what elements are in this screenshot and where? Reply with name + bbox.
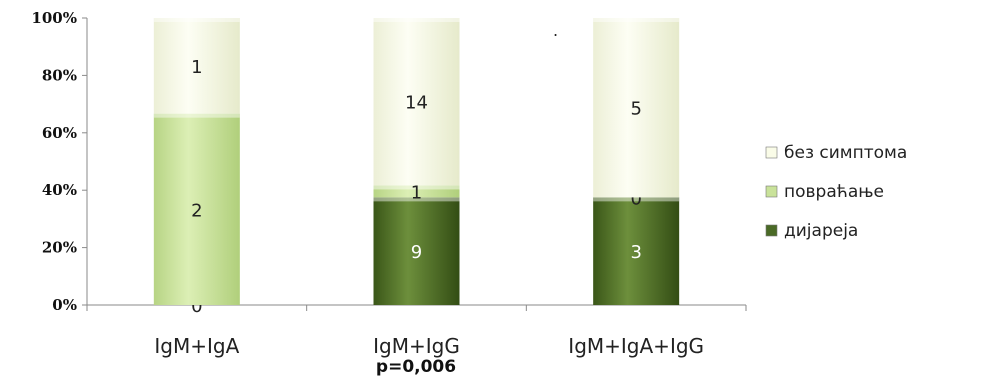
- y-tick-label: 80%: [42, 66, 77, 84]
- y-tick-label: 40%: [42, 181, 77, 199]
- data-label: 5: [630, 99, 641, 120]
- legend: без симптома повраћање дијареја: [765, 143, 907, 241]
- p-value-annotation: p=0,006: [376, 357, 456, 377]
- bar-segment-highlight: [373, 197, 460, 202]
- bar-segment-highlight: [593, 197, 680, 202]
- bar-segment: [593, 18, 680, 198]
- data-label: 1: [411, 182, 422, 203]
- data-label: 9: [411, 242, 422, 263]
- y-tick-label: 60%: [42, 124, 77, 142]
- bar-segment: [153, 18, 240, 114]
- y-tick-label: 20%: [42, 239, 77, 257]
- data-label: 0: [630, 188, 641, 209]
- bar-segment-highlight: [373, 18, 460, 22]
- category-label: IgM+IgA: [154, 334, 239, 358]
- legend-label: без симптома: [784, 143, 907, 163]
- data-label: 2: [191, 200, 202, 221]
- bar-segment-highlight: [153, 113, 240, 118]
- bar-segment: [373, 185, 460, 198]
- bar-segment-highlight: [373, 185, 460, 190]
- legend-label: дијареја: [784, 221, 858, 241]
- dot-annotation: .: [553, 21, 558, 40]
- bar-segment-highlight: [153, 18, 240, 22]
- y-tick-label: 100%: [31, 9, 77, 27]
- data-label: 3: [630, 242, 641, 263]
- category-labels: IgM+IgA IgM+IgG IgM+IgA+IgG: [154, 334, 704, 358]
- bar-segment: [153, 113, 240, 306]
- legend-swatch: [765, 224, 778, 237]
- bar-segment: [373, 197, 460, 305]
- data-label: 14: [405, 93, 428, 114]
- legend-swatch: [765, 185, 778, 198]
- legend-swatch: [765, 146, 778, 159]
- category-label: IgM+IgG: [373, 334, 460, 358]
- category-label: IgM+IgA+IgG: [568, 334, 704, 358]
- legend-label: повраћање: [784, 182, 884, 202]
- bars: 0 2 1 9 1 14 3 0 5: [153, 18, 680, 317]
- bar-segment-highlight: [593, 18, 680, 22]
- y-axis-ticks: 0% 20% 40% 60% 80% 100%: [31, 9, 747, 314]
- y-tick-label: 0%: [52, 296, 77, 314]
- bar-segment: [593, 197, 680, 305]
- bar-segment: [373, 18, 460, 186]
- data-label: 0: [191, 296, 202, 317]
- data-label: 1: [191, 57, 202, 78]
